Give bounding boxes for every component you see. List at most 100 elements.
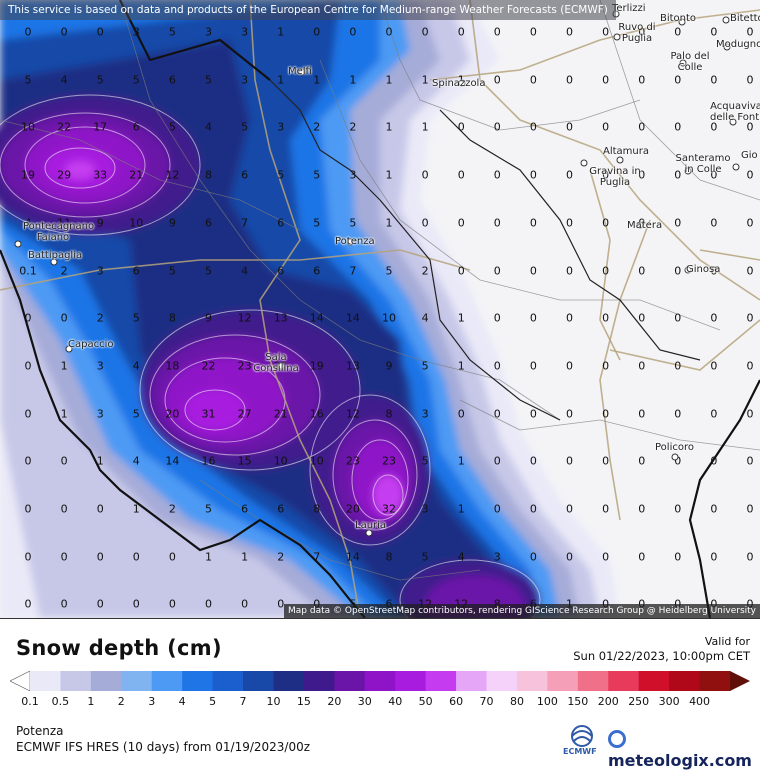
grid-value: 14 xyxy=(345,311,360,325)
city-label[interactable]: Bitonto xyxy=(660,13,697,24)
grid-value: 0 xyxy=(421,168,429,182)
city-label[interactable]: Melfi xyxy=(288,66,312,77)
grid-value: 0 xyxy=(457,264,465,277)
ecmwf-notice: This service is based on data and produc… xyxy=(0,0,616,20)
city-marker[interactable] xyxy=(458,79,466,87)
grid-value: 0 xyxy=(710,120,718,134)
grid-value: 4 xyxy=(132,454,140,468)
grid-value: 2 xyxy=(349,120,357,134)
city-label[interactable]: Lauria xyxy=(355,520,387,531)
color-scale-ticks: 0.1 0.5 1 2 3 4 5 7 10 15 20 30 40 50 60 70 80 100 150 200 2… xyxy=(0,695,760,711)
scale-tick-label: 100 xyxy=(536,695,558,708)
city-label[interactable]: Potenza xyxy=(335,236,375,247)
city-marker[interactable] xyxy=(684,167,692,175)
grid-value: 0 xyxy=(529,502,537,516)
city-marker[interactable] xyxy=(636,221,644,229)
brand-name: meteologix.com xyxy=(608,751,752,770)
weather-map[interactable]: This service is based on data and produc… xyxy=(0,0,760,619)
city-marker[interactable] xyxy=(732,163,740,171)
map-attribution[interactable]: Map data © OpenStreetMap contributors, r… xyxy=(284,604,760,618)
grid-value: 7 xyxy=(241,216,249,230)
city-label[interactable]: Policoro xyxy=(655,442,694,453)
city-marker[interactable] xyxy=(365,529,373,537)
city-label[interactable]: Modugno xyxy=(716,39,760,50)
grid-value: 0 xyxy=(746,25,754,39)
city-marker[interactable] xyxy=(671,453,679,461)
grid-value: 0 xyxy=(457,407,465,421)
city-label[interactable]: Bitetto xyxy=(730,13,760,24)
city-marker[interactable] xyxy=(298,68,306,76)
grid-value: 0 xyxy=(638,502,646,516)
city-label[interactable]: Capaccio xyxy=(68,339,114,350)
grid-value: 5 xyxy=(313,216,321,230)
grid-value: 18 xyxy=(165,359,180,373)
grid-value: 15 xyxy=(237,454,252,468)
city-label[interactable]: Battipaglia xyxy=(28,250,83,261)
city-marker[interactable] xyxy=(65,345,73,353)
grid-value: 0 xyxy=(24,454,32,468)
grid-value: 0 xyxy=(638,311,646,325)
grid-value: 6 xyxy=(132,264,140,277)
grid-value: 5 xyxy=(132,311,140,325)
city-marker[interactable] xyxy=(722,16,730,24)
grid-value: 0 xyxy=(674,168,682,182)
scale-swatch xyxy=(273,671,305,691)
city-label[interactable]: Santeramo in Colle xyxy=(675,153,731,175)
grid-value: 0 xyxy=(710,216,718,230)
city-label[interactable]: Sala Consilina xyxy=(253,352,299,374)
city-marker[interactable] xyxy=(678,18,686,26)
city-label[interactable]: Matera xyxy=(627,220,663,231)
grid-value: 0 xyxy=(529,550,537,564)
grid-value: 0 xyxy=(566,216,573,230)
snow-depth-shading xyxy=(0,0,760,618)
grid-value: 1 xyxy=(385,73,393,87)
grid-value: 0 xyxy=(421,216,429,230)
grid-value: 0 xyxy=(493,216,501,230)
city-label[interactable]: Palo del Colle xyxy=(670,51,710,73)
scale-swatch xyxy=(121,671,153,691)
grid-value: 4 xyxy=(241,264,249,277)
grid-value: 0 xyxy=(602,216,610,230)
city-marker[interactable] xyxy=(684,266,692,274)
grid-value: 3 xyxy=(132,25,140,39)
city-label[interactable]: Ruvo di Puglia xyxy=(618,22,656,44)
grid-value: 2 xyxy=(168,502,176,516)
grid-value: 0 xyxy=(710,25,718,39)
scale-swatch xyxy=(638,671,670,691)
meteologix-logo[interactable]: meteologix.com xyxy=(608,730,760,770)
grid-value: 0.1 xyxy=(19,264,37,277)
scale-tick-label: 1 xyxy=(87,695,95,708)
grid-value: 12 xyxy=(237,311,252,325)
city-marker[interactable] xyxy=(50,258,58,266)
city-marker[interactable] xyxy=(679,59,687,67)
city-marker[interactable] xyxy=(613,33,621,41)
city-label[interactable]: Spinazzola xyxy=(432,78,486,89)
city-marker[interactable] xyxy=(616,156,624,164)
city-label[interactable]: Acquaviva delle Fonti xyxy=(710,101,760,123)
grid-value: 31 xyxy=(201,407,216,421)
scale-tick-label: 400 xyxy=(689,695,711,708)
grid-value: 6 xyxy=(241,502,249,516)
city-marker[interactable] xyxy=(14,240,22,248)
city-marker[interactable] xyxy=(729,118,737,126)
grid-value: 0 xyxy=(24,550,32,564)
city-label[interactable]: Terlizzi xyxy=(612,3,646,14)
city-label[interactable]: Ginosa xyxy=(686,264,721,275)
grid-value: 2 xyxy=(421,264,429,277)
city-label[interactable]: Pontecagnano Faiano xyxy=(23,221,95,243)
grid-value: 1 xyxy=(241,550,249,564)
grid-value: 12 xyxy=(345,407,360,421)
city-marker[interactable] xyxy=(346,238,354,246)
city-marker[interactable] xyxy=(277,362,285,370)
city-label[interactable]: Gravina in Puglia xyxy=(589,166,641,188)
grid-value: 19 xyxy=(21,168,35,182)
city-marker[interactable] xyxy=(723,43,731,51)
city-marker[interactable] xyxy=(580,159,588,167)
scale-swatch xyxy=(516,671,548,691)
grid-value: 0 xyxy=(421,25,429,39)
grid-value: 16 xyxy=(309,407,324,421)
city-label[interactable]: Gio xyxy=(741,150,758,161)
city-label[interactable]: Altamura xyxy=(603,146,649,157)
scale-swatch xyxy=(151,671,183,691)
grid-value: 0 xyxy=(493,168,501,182)
